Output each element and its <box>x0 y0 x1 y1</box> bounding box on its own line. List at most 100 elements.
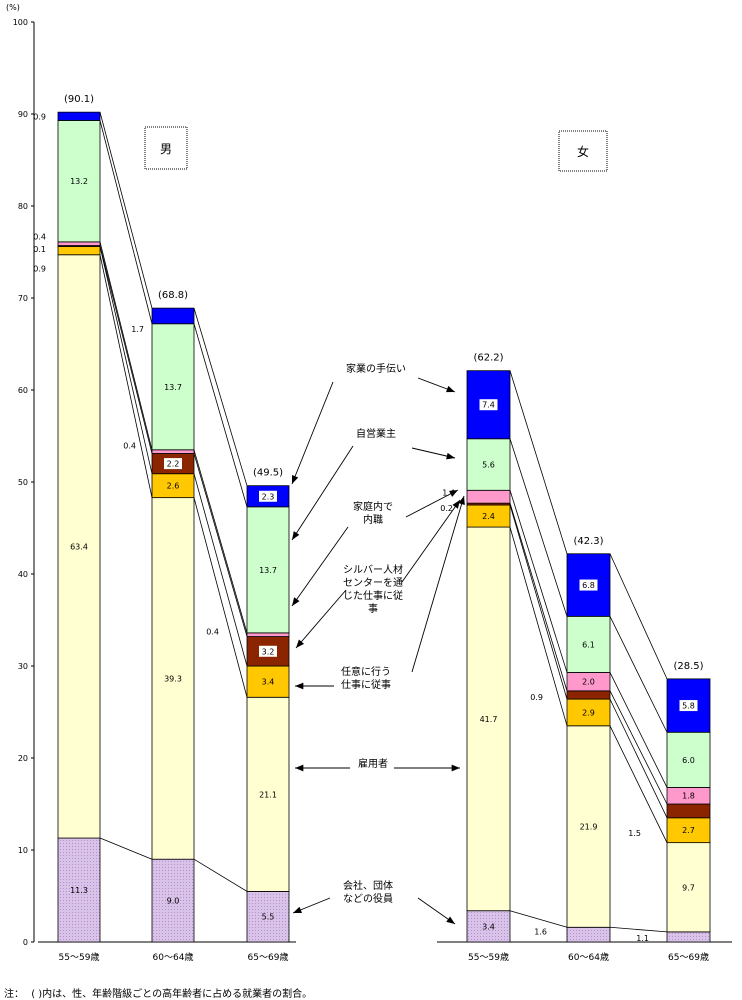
annotation-text: 雇用者 <box>358 757 388 770</box>
group-label-box <box>558 130 608 172</box>
bar-segment <box>57 246 101 256</box>
footnote-text: ( )内は、性、年齢階級ごとの高年齢者に占める就業者の割合。 <box>31 989 313 1000</box>
value-label: 0.2 <box>440 504 453 513</box>
arrow-head <box>446 385 455 393</box>
value-label-bg <box>679 700 698 712</box>
annotation-arrow <box>295 589 347 649</box>
value-label: 11.3 <box>70 886 88 895</box>
bar-segment <box>151 323 195 451</box>
connector-line <box>609 672 668 788</box>
value-label: 21.9 <box>580 823 598 832</box>
connector-line <box>509 438 568 617</box>
value-label: 13.7 <box>259 566 277 575</box>
annotation-text: シルバー人材 <box>343 563 403 576</box>
connector-line <box>609 926 668 933</box>
y-tick-label: 50 <box>18 478 28 487</box>
annotation-text: などの役員 <box>343 892 393 905</box>
connector-line <box>99 246 153 474</box>
bar-total-label: (42.3) <box>573 536 603 547</box>
y-tick-label: 90 <box>18 110 28 119</box>
value-label: 39.3 <box>164 674 182 683</box>
value-label: 2.4 <box>482 512 495 521</box>
value-label: 6.1 <box>582 640 595 649</box>
connector-line <box>193 449 248 633</box>
bar-total-label: (68.8) <box>158 290 188 301</box>
value-label-bg <box>259 490 277 502</box>
connector-line <box>99 837 153 860</box>
bar-total-label: (49.5) <box>253 468 283 479</box>
connector-line <box>193 858 248 892</box>
connector-line <box>99 245 153 454</box>
bar-segment <box>566 725 611 928</box>
bar-segment <box>246 891 290 943</box>
connector-line <box>509 526 568 726</box>
value-label: 63.4 <box>70 542 88 551</box>
value-label: 1.7 <box>131 325 144 334</box>
bar-segment <box>151 449 195 454</box>
group-label-box <box>144 126 188 170</box>
bar-segment <box>151 307 195 325</box>
value-label: 0.4 <box>123 442 136 451</box>
value-label: 2.7 <box>682 826 695 835</box>
arrow-head <box>293 906 302 913</box>
value-label: 9.0 <box>167 897 180 906</box>
arrow-head <box>451 764 460 772</box>
bar-segment <box>466 438 511 491</box>
annotation-arrow <box>411 495 465 673</box>
value-label-bg <box>164 458 182 470</box>
annotation-text: 内職 <box>363 513 383 526</box>
annotation-arrow <box>401 499 461 583</box>
annotations: 家業の手伝い自営業主家庭内で内職シルバー人材センターを通じた仕事に従事任意に行う… <box>291 362 465 925</box>
group-label: 女 <box>577 144 589 159</box>
bar-total-label: (90.1) <box>64 94 94 105</box>
connector-line <box>99 241 153 450</box>
bar-segment <box>666 803 711 819</box>
y-tick-label: 60 <box>18 386 28 395</box>
bar-segment <box>57 111 101 121</box>
group-label: 男 <box>160 142 172 156</box>
value-label-bg <box>579 579 598 591</box>
bar-segment <box>57 241 101 246</box>
value-label: 2.6 <box>167 482 180 491</box>
y-tick-label: 20 <box>18 754 28 763</box>
annotation-arrow <box>291 526 349 607</box>
connector-line <box>609 690 668 805</box>
bar-segment <box>246 696 290 892</box>
bar-segment <box>246 506 290 634</box>
arrow-head <box>295 764 304 772</box>
value-label: 41.7 <box>480 715 498 724</box>
footnote-prefix: 注： <box>4 989 24 1000</box>
connector-line <box>193 323 248 507</box>
value-label: 5.5 <box>262 913 275 922</box>
value-label: 0.1 <box>33 245 46 254</box>
annotation-text: センターを通 <box>343 577 403 589</box>
value-label: 0.4 <box>206 628 219 637</box>
value-label: 9.7 <box>682 883 695 892</box>
annotation-text: 家庭内で <box>353 500 393 513</box>
value-label: 0.9 <box>33 112 46 121</box>
category-label: 60～64歳 <box>568 951 609 963</box>
connector-line <box>99 254 153 498</box>
value-label: 2.3 <box>262 492 275 501</box>
annotation-text: じた仕事に従 <box>343 589 403 602</box>
value-label: 5.8 <box>682 702 695 711</box>
arrow-head <box>292 475 299 484</box>
annotation-text: 任意に行う <box>341 665 391 678</box>
connector-line <box>509 910 568 928</box>
category-label: 65～69歳 <box>248 951 289 963</box>
bar-segment <box>57 120 101 243</box>
value-label: 2.2 <box>167 460 180 469</box>
value-label: 6.8 <box>582 581 595 590</box>
y-tick-label: 10 <box>18 846 28 855</box>
y-axis: (%) 0 10 20 30 40 50 60 70 80 90 100 男 女 <box>6 3 732 947</box>
arrow-head <box>296 639 304 648</box>
category-label: 60～64歳 <box>153 951 194 963</box>
bars <box>57 111 711 943</box>
bar-segment <box>246 632 290 637</box>
connector-line <box>99 112 153 309</box>
value-label: 13.2 <box>70 177 88 186</box>
value-label: 0.9 <box>530 693 543 702</box>
value-label: 1.5 <box>628 829 641 838</box>
value-label: 1.6 <box>534 928 547 937</box>
bar-segment <box>466 526 511 912</box>
